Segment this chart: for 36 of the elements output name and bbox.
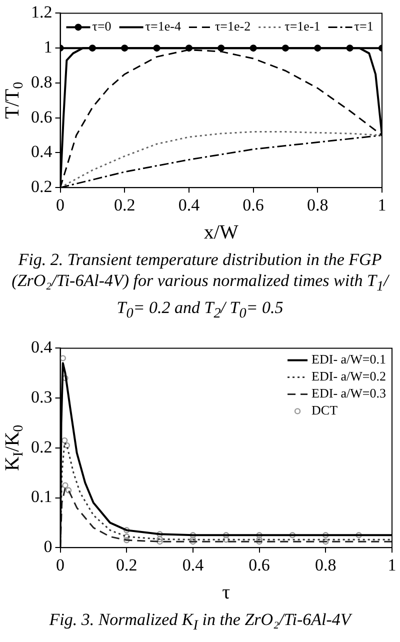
legend-label: τ=0 [92,18,112,34]
y-tick-label: 0.4 [31,142,53,162]
y-axis-title: T/T0 [1,82,27,119]
legend-label: DCT [312,402,338,418]
y-tick-label: 0.3 [31,387,52,406]
y-tick-label: 0.8 [31,72,52,92]
caption: Fig. 3. Normalized K$_{I}$ in the ZrO₂/Ti-6Al-4V [48,608,354,636]
legend-label: τ=1 [354,18,374,34]
legend-label: τ=1e-1 [284,18,320,34]
x-axis-title: x/W [204,221,238,244]
y-tick-label: 1 [44,38,52,57]
y-tick-label: 0.1 [31,487,52,506]
y-tick-label: 0.6 [31,107,52,126]
x-tick-label: 0.6 [248,555,270,574]
x-tick-label: 0.4 [178,195,200,214]
x-tick-label: 0.4 [182,555,204,574]
legend-label: τ=1e-4 [145,18,182,34]
x-tick-label: 0.2 [116,555,138,574]
x-tick-label: 0.8 [307,195,328,214]
x-tick-label: 0.2 [114,195,136,214]
y-tick-label: 0.2 [31,437,52,456]
y-tick-label: 0.2 [31,177,52,196]
legend-label: τ=1e-2 [214,18,251,34]
text: Fig. 2. Transient temperature distribution in the FGP (ZrO₂/Ti-6Al-4V) for various normalized times with T$_{1}$/ T$_{0}$= 0.2 and T$_{2}$/ T$_{0}$= 0.5 [12,250,388,322]
x-axis-title: τ [222,581,230,604]
legend-label: EDI- a/W=0.1 [312,351,386,366]
x-tick-label: 0.8 [315,555,336,574]
y-tick-label: 1.2 [31,2,52,22]
y-axis-title: KI/K0 [1,424,27,471]
x-tick-label: 0.6 [242,195,264,214]
legend-label: EDI- a/W=0.2 [312,368,386,384]
legend-label: EDI- a/W=0.3 [312,385,386,400]
x-tick-label: 1 [378,195,386,214]
y-tick-label: 0.4 [31,337,53,356]
x-tick-label: 1 [388,555,396,574]
y-tick-label: 0 [44,536,52,556]
